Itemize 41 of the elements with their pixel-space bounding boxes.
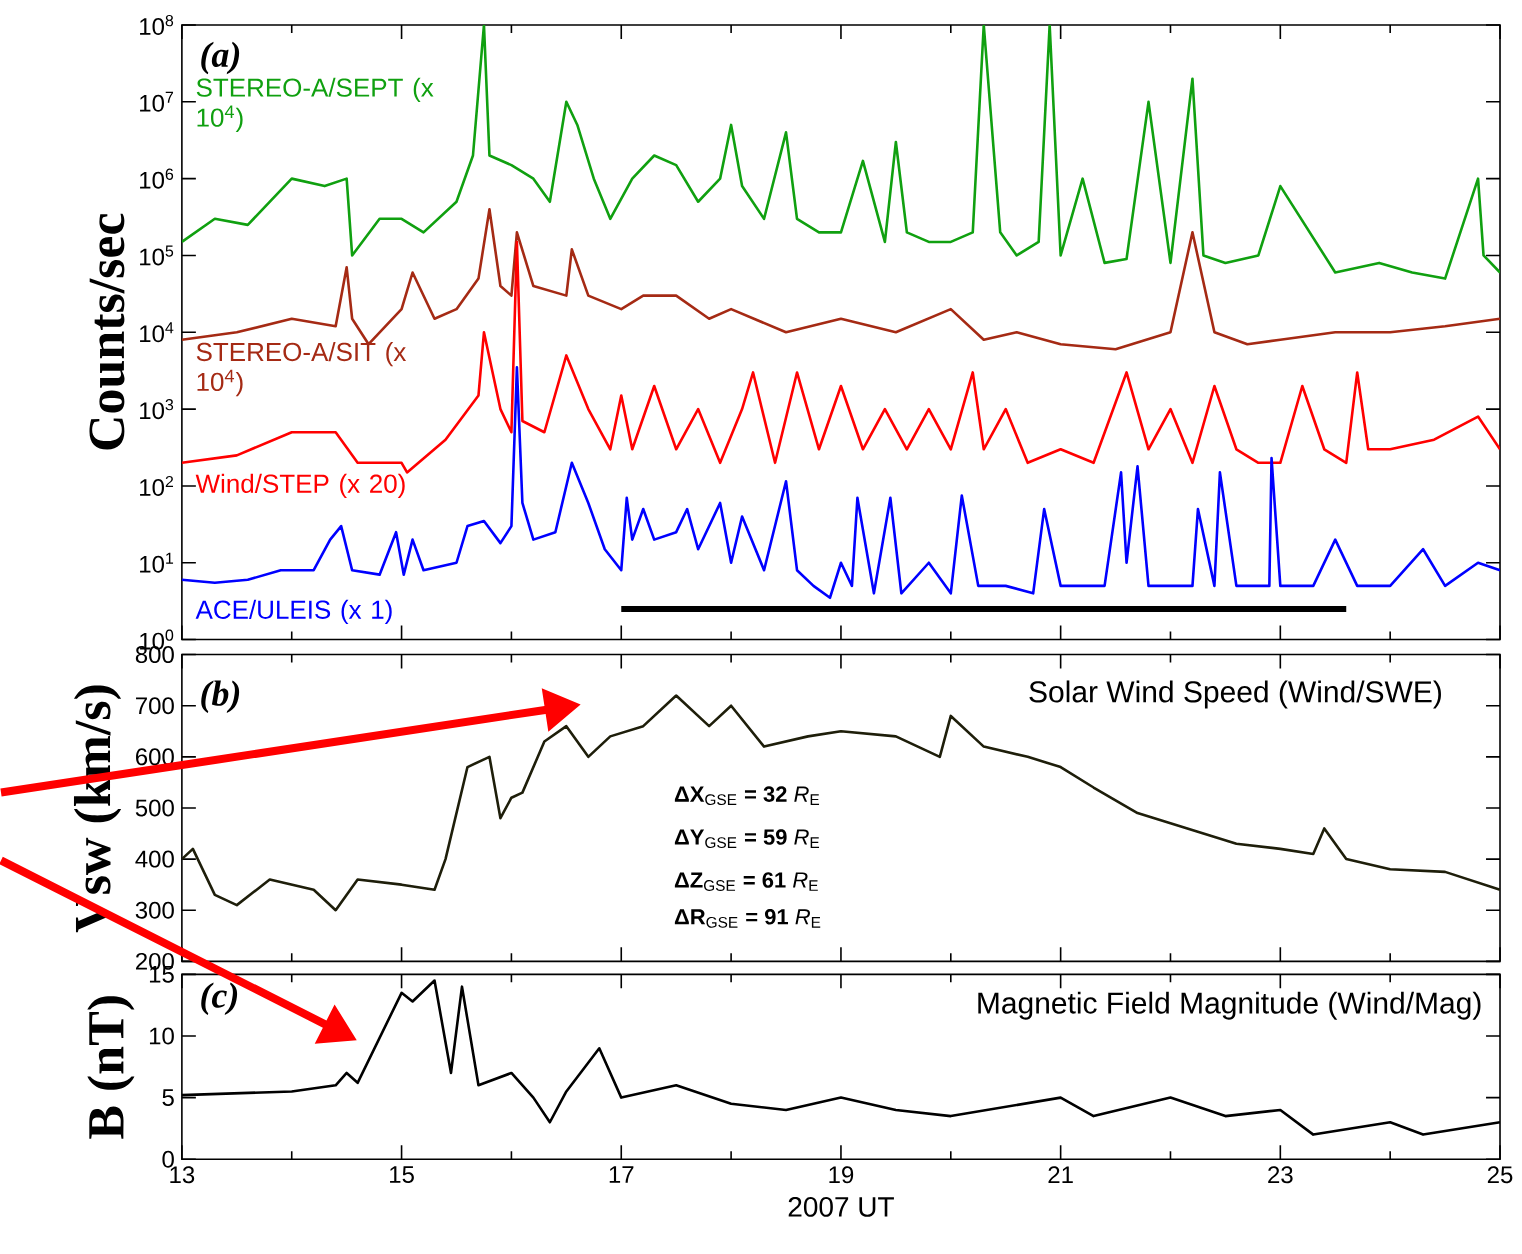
annotation: Solar Wind Speed (Wind/SWE) [1029,680,1441,709]
x-tick-label: 15 [390,1166,414,1183]
series-label: ACE/ULEIS (x 1) [195,599,392,624]
y-tick-label: 5 [162,1089,174,1106]
annotation: (c) [201,982,238,1015]
x-tick-label: 19 [829,1166,854,1184]
y-tick-label: 700 [136,697,174,715]
annotation: ΔZ$_{GSE}$ = 61 R$_{E}$ [674,872,818,891]
y-tick-label: 10$^{1}$ [140,552,174,573]
x-tick-label: 25 [1487,1166,1513,1184]
y-tick-label: 10$^{8}$ [140,14,174,35]
line-series [181,24,1501,280]
y-axis-title: Counts/sec [89,213,125,450]
y-tick-label: 10$^{3}$ [140,398,174,420]
y-tick-label: 400 [135,850,174,868]
x-tick-label: 17 [609,1166,634,1183]
line-series [181,240,1501,474]
annotation: ΔX$_{GSE}$ = 32 R$_{E}$ [674,786,820,806]
y-tick-label: 0 [162,1150,174,1168]
y-tick-label: 600 [136,748,174,766]
annotation: ΔR$_{GSE}$ = 91 R$_{E}$ [674,908,821,928]
y-tick-label: 10$^{6}$ [140,168,174,189]
y-tick-label: 10$^{5}$ [140,245,174,266]
series-label: STEREO-A/SIT (x 10$^{4}$) [196,341,407,397]
y-axis-title: B (nT) [87,996,135,1139]
y-tick-label: 500 [135,799,174,817]
series-label: STEREO-A/SEPT (x 10$^{4}$) [196,77,434,132]
annotation: (b) [201,680,240,713]
x-tick-label: 13 [170,1166,195,1184]
annotation: ΔY$_{GSE}$ = 59 R$_{E}$ [674,829,820,848]
annotation: Magnetic Field Magnitude (Wind/Mag) [978,991,1481,1020]
y-tick-label: 10$^{2}$ [140,475,174,496]
y-tick-label: 10$^{7}$ [140,91,174,112]
x-tick-label: 21 [1048,1166,1073,1183]
x-axis-title: 2007 UT [788,1196,894,1217]
annotation: (a) [201,41,240,75]
y-tick-label: 10$^{4}$ [140,322,174,343]
x-tick-label: 23 [1268,1166,1293,1184]
y-tick-label: 10 [149,1027,174,1045]
y-tick-label: 300 [135,901,174,919]
series-label: Wind/STEP (x 20) [195,473,405,498]
